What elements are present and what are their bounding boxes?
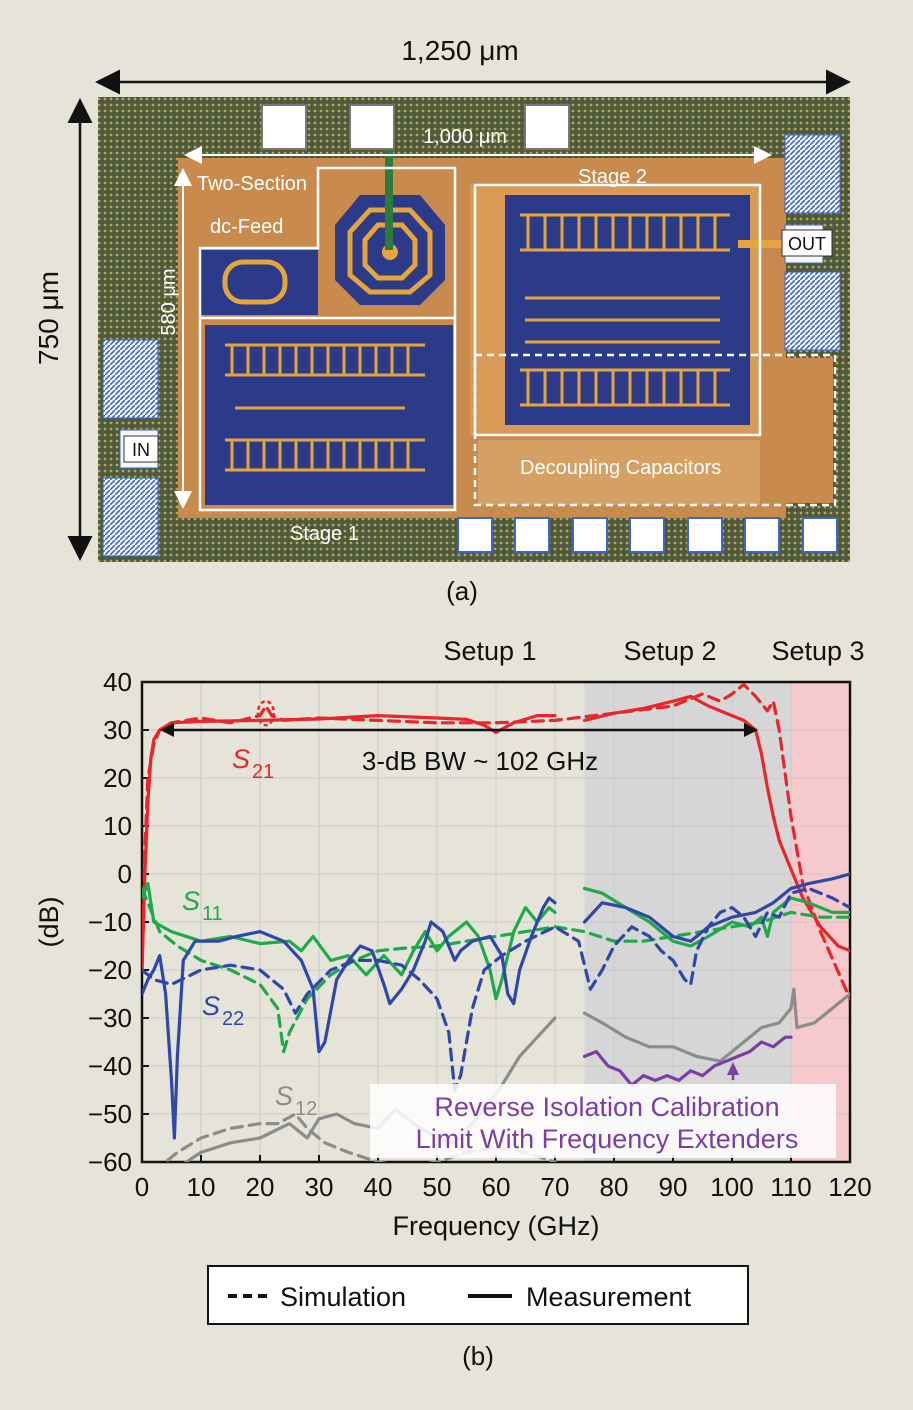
- y-tick-label: −10: [88, 907, 132, 937]
- legend-measurement-label: Measurement: [526, 1282, 692, 1312]
- isolation-note-line2: Limit With Frequency Extenders: [416, 1124, 799, 1154]
- s11-letter: S: [182, 886, 200, 916]
- stage2-block: [505, 195, 788, 425]
- s12-label: S 12: [275, 1081, 317, 1120]
- y-axis-label: (dB): [34, 896, 64, 947]
- s21-ripple-marker: [256, 699, 276, 727]
- x-tick-label: 10: [187, 1172, 216, 1202]
- s11-subscript: 11: [202, 903, 223, 925]
- s12-subscript: 12: [295, 1098, 317, 1120]
- height-label: 750 μm: [33, 271, 64, 365]
- dcfeed-label-line2: dc-Feed: [210, 216, 283, 238]
- s21-subscript: 21: [252, 761, 274, 783]
- s22-subscript: 22: [222, 1008, 244, 1030]
- x-tick-label: 70: [541, 1172, 570, 1202]
- x-tick-label: 40: [364, 1172, 393, 1202]
- chip-micrograph: 1,250 μm 750 μm 1,000 μm 580 μm Two-Sect…: [33, 35, 851, 606]
- bottom-pads: [457, 517, 838, 553]
- x-tick-label: 90: [659, 1172, 688, 1202]
- x-tick-label: 60: [482, 1172, 511, 1202]
- s21-letter: S: [232, 744, 250, 774]
- dc-feed-inductors: [200, 150, 445, 315]
- stage1-block: [205, 325, 453, 505]
- s21-simulation-curve: [142, 682, 850, 1001]
- inner-width-label: 1,000 μm: [423, 126, 507, 148]
- decoupling-area: [478, 440, 760, 505]
- x-tick-label: 20: [246, 1172, 275, 1202]
- block-outlines: [198, 166, 837, 512]
- x-tick-label: 0: [135, 1172, 149, 1202]
- caption-b: (b): [462, 1341, 494, 1371]
- s22-measurement-curve: [142, 896, 557, 1140]
- in-port-label: IN: [132, 440, 150, 460]
- y-tick-label: −30: [88, 1003, 132, 1033]
- x-tick-label: 120: [828, 1172, 871, 1202]
- inner-height-label: 580 μm: [158, 268, 180, 335]
- decoupling-label: Decoupling Capacitors: [520, 457, 721, 479]
- out-port-label: OUT: [788, 234, 826, 254]
- x-tick-label: 30: [305, 1172, 334, 1202]
- legend: Simulation Measurement: [207, 1265, 749, 1325]
- s22-label: S 22: [202, 991, 244, 1030]
- y-tick-label: −60: [88, 1147, 132, 1177]
- caption-a: (a): [446, 576, 478, 606]
- dcfeed-label-line1: Two-Section: [197, 173, 307, 195]
- stage1-label: Stage 1: [290, 523, 359, 545]
- s-parameter-chart: 0 10 20 30 40 50 60 70 80 90 100 110 120403020100−10…: [34, 636, 872, 1371]
- y-tick-label: 40: [103, 667, 132, 697]
- s22-measurement-curve: [582, 872, 850, 943]
- s12-simulation-curve: [163, 1112, 557, 1162]
- legend-simulation-label: Simulation: [280, 1282, 406, 1312]
- setup-3-label: Setup 3: [771, 636, 864, 666]
- x-tick-label: 110: [770, 1172, 811, 1202]
- s11-label: S 11: [182, 886, 223, 925]
- setup-1-label: Setup 1: [443, 636, 536, 666]
- s12-measurement-curve: [582, 987, 850, 1063]
- s22-letter: S: [202, 991, 220, 1021]
- x-tick-label: 50: [423, 1172, 452, 1202]
- y-tick-label: 0: [118, 859, 132, 889]
- reverse-isolation-calibration-limit-measurement-curve: [582, 1035, 793, 1087]
- y-tick-label: −20: [88, 955, 132, 985]
- isolation-note-line1: Reverse Isolation Calibration: [434, 1092, 779, 1122]
- s21-label: S 21: [232, 744, 274, 783]
- y-tick-label: 30: [103, 715, 132, 745]
- s11-measurement-curve: [142, 882, 557, 1001]
- x-tick-label: 80: [600, 1172, 629, 1202]
- x-tick-label: 100: [710, 1172, 753, 1202]
- s12-letter: S: [275, 1081, 293, 1111]
- x-axis-label: Frequency (GHz): [392, 1211, 599, 1241]
- s22-simulation-curve: [142, 886, 850, 1092]
- y-tick-label: 10: [103, 811, 132, 841]
- setup-2-label: Setup 2: [623, 636, 716, 666]
- width-label: 1,250 μm: [401, 35, 518, 66]
- bw-annotation: 3-dB BW ~ 102 GHz: [362, 746, 598, 776]
- y-tick-label: 20: [103, 763, 132, 793]
- stage2-label: Stage 2: [578, 166, 647, 188]
- y-tick-label: −50: [88, 1099, 132, 1129]
- y-tick-label: −40: [88, 1051, 132, 1081]
